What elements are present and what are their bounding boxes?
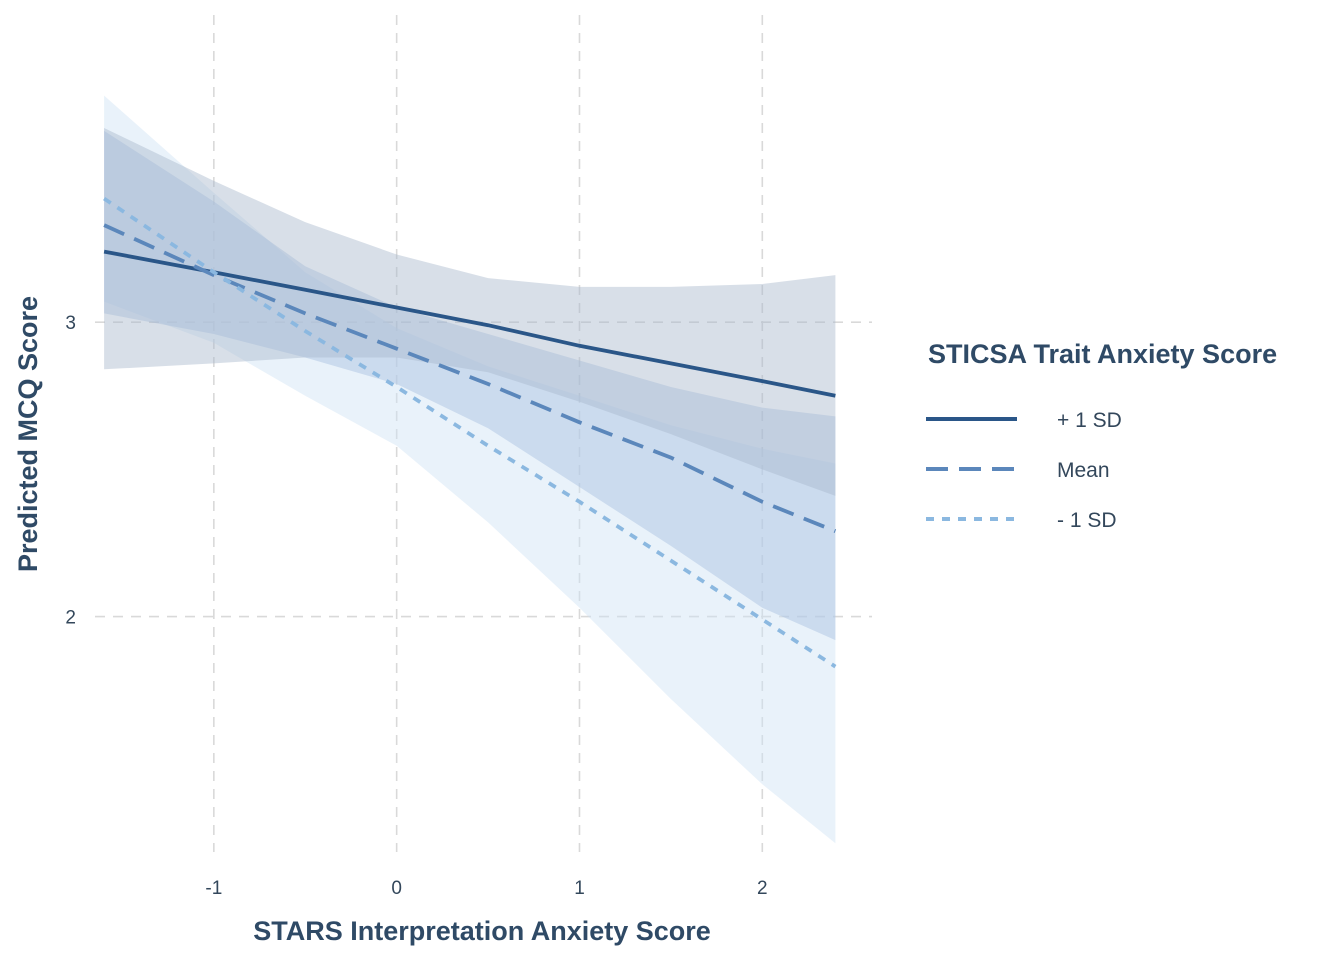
grid-layer: [95, 15, 872, 852]
y-axis-title: Predicted MCQ Score: [13, 296, 43, 572]
legend-item: - 1 SD: [926, 509, 1117, 532]
legend-items: + 1 SD Mean - 1 SD: [926, 409, 1122, 532]
y-tick-label: 3: [65, 313, 76, 334]
legend-label: + 1 SD: [1057, 409, 1122, 432]
confidence-band-1-sd: [104, 128, 836, 496]
series-line-1-sd: [103, 249, 836, 398]
legend-label: Mean: [1057, 459, 1110, 482]
x-tick-label: 1: [574, 878, 585, 899]
legend-item: Mean: [926, 459, 1110, 482]
series-lines: [103, 197, 837, 669]
confidence-bands: [104, 95, 836, 844]
x-tick-label: 2: [757, 878, 768, 899]
confidence-band-1-sd: [104, 95, 836, 844]
y-tick-label: 2: [65, 608, 76, 629]
legend: STICSA Trait Anxiety Score + 1 SD Mean - 1…: [926, 339, 1277, 532]
legend-label: - 1 SD: [1057, 509, 1117, 532]
axis-tick-labels: -1 0 1 2 2 3: [65, 313, 767, 899]
x-tick-label: -1: [205, 878, 222, 899]
series-line-mean: [103, 223, 837, 533]
x-axis-title: STARS Interpretation Anxiety Score: [253, 916, 711, 946]
legend-item: + 1 SD: [926, 409, 1122, 432]
x-tick-label: 0: [391, 878, 402, 899]
legend-title: STICSA Trait Anxiety Score: [928, 339, 1277, 369]
confidence-band-mean: [104, 130, 836, 641]
